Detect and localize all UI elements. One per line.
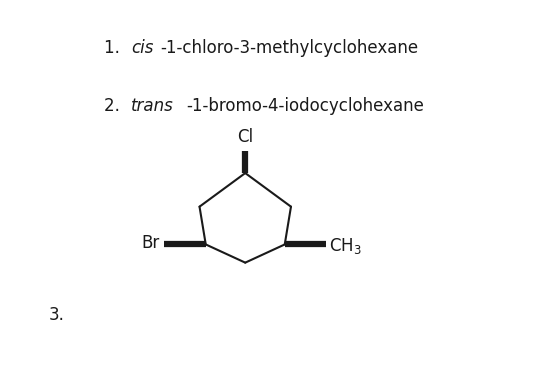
Text: trans: trans [131, 97, 174, 115]
Text: cis: cis [131, 39, 153, 57]
Text: Cl: Cl [237, 128, 253, 146]
Text: 2.: 2. [104, 97, 125, 115]
Text: 1.: 1. [104, 39, 125, 57]
Text: Br: Br [141, 233, 160, 252]
Text: -1-chloro-3-methylcyclohexane: -1-chloro-3-methylcyclohexane [160, 39, 418, 57]
Text: 3.: 3. [48, 306, 65, 324]
Text: -1-bromo-4-iodocyclohexane: -1-bromo-4-iodocyclohexane [186, 97, 424, 115]
Text: CH$_3$: CH$_3$ [329, 236, 362, 256]
